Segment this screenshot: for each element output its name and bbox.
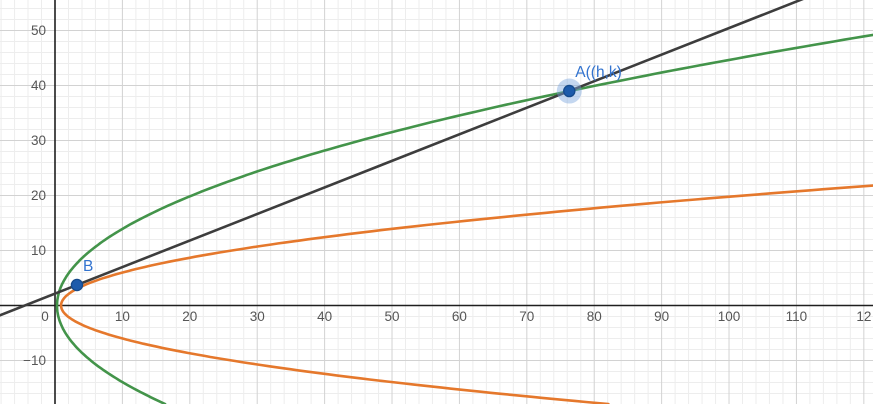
y-tick-label: 20 <box>31 188 46 203</box>
x-tick-label: 60 <box>452 309 467 324</box>
x-tick-label: 40 <box>317 309 332 324</box>
y-tick-label: 40 <box>31 78 46 93</box>
secant-line[interactable] <box>0 0 873 317</box>
x-tick-label: 100 <box>718 309 741 324</box>
x-tick-label: 0 <box>41 309 49 324</box>
y-tick-label: 50 <box>31 23 46 38</box>
curve-orange-parabola[interactable] <box>59 179 886 404</box>
x-tick-label: 110 <box>786 309 808 324</box>
point-B[interactable] <box>70 278 84 292</box>
y-tick-label: 10 <box>31 243 46 258</box>
axis-tick-labels: 0 10 20 30 40 50 60 70 80 90 100 110 12 −10 10 20 30 40 50 <box>23 23 871 368</box>
point-A[interactable] <box>563 84 576 98</box>
x-tick-label: 90 <box>654 309 669 324</box>
x-tick-label: 30 <box>250 309 265 324</box>
y-tick-label: 30 <box>31 133 46 148</box>
x-tick-label: 10 <box>115 309 130 324</box>
x-tick-label: 80 <box>587 309 602 324</box>
points: A((h,k) B <box>70 64 622 292</box>
y-tick-label: −10 <box>23 353 46 368</box>
x-tick-label: 70 <box>519 309 534 324</box>
point-A-label[interactable]: A((h,k) <box>575 64 622 81</box>
point-B-label[interactable]: B <box>83 258 93 275</box>
x-tick-label: 50 <box>384 309 399 324</box>
x-tick-label: 20 <box>182 309 197 324</box>
x-tick-label: 12 <box>856 309 871 324</box>
